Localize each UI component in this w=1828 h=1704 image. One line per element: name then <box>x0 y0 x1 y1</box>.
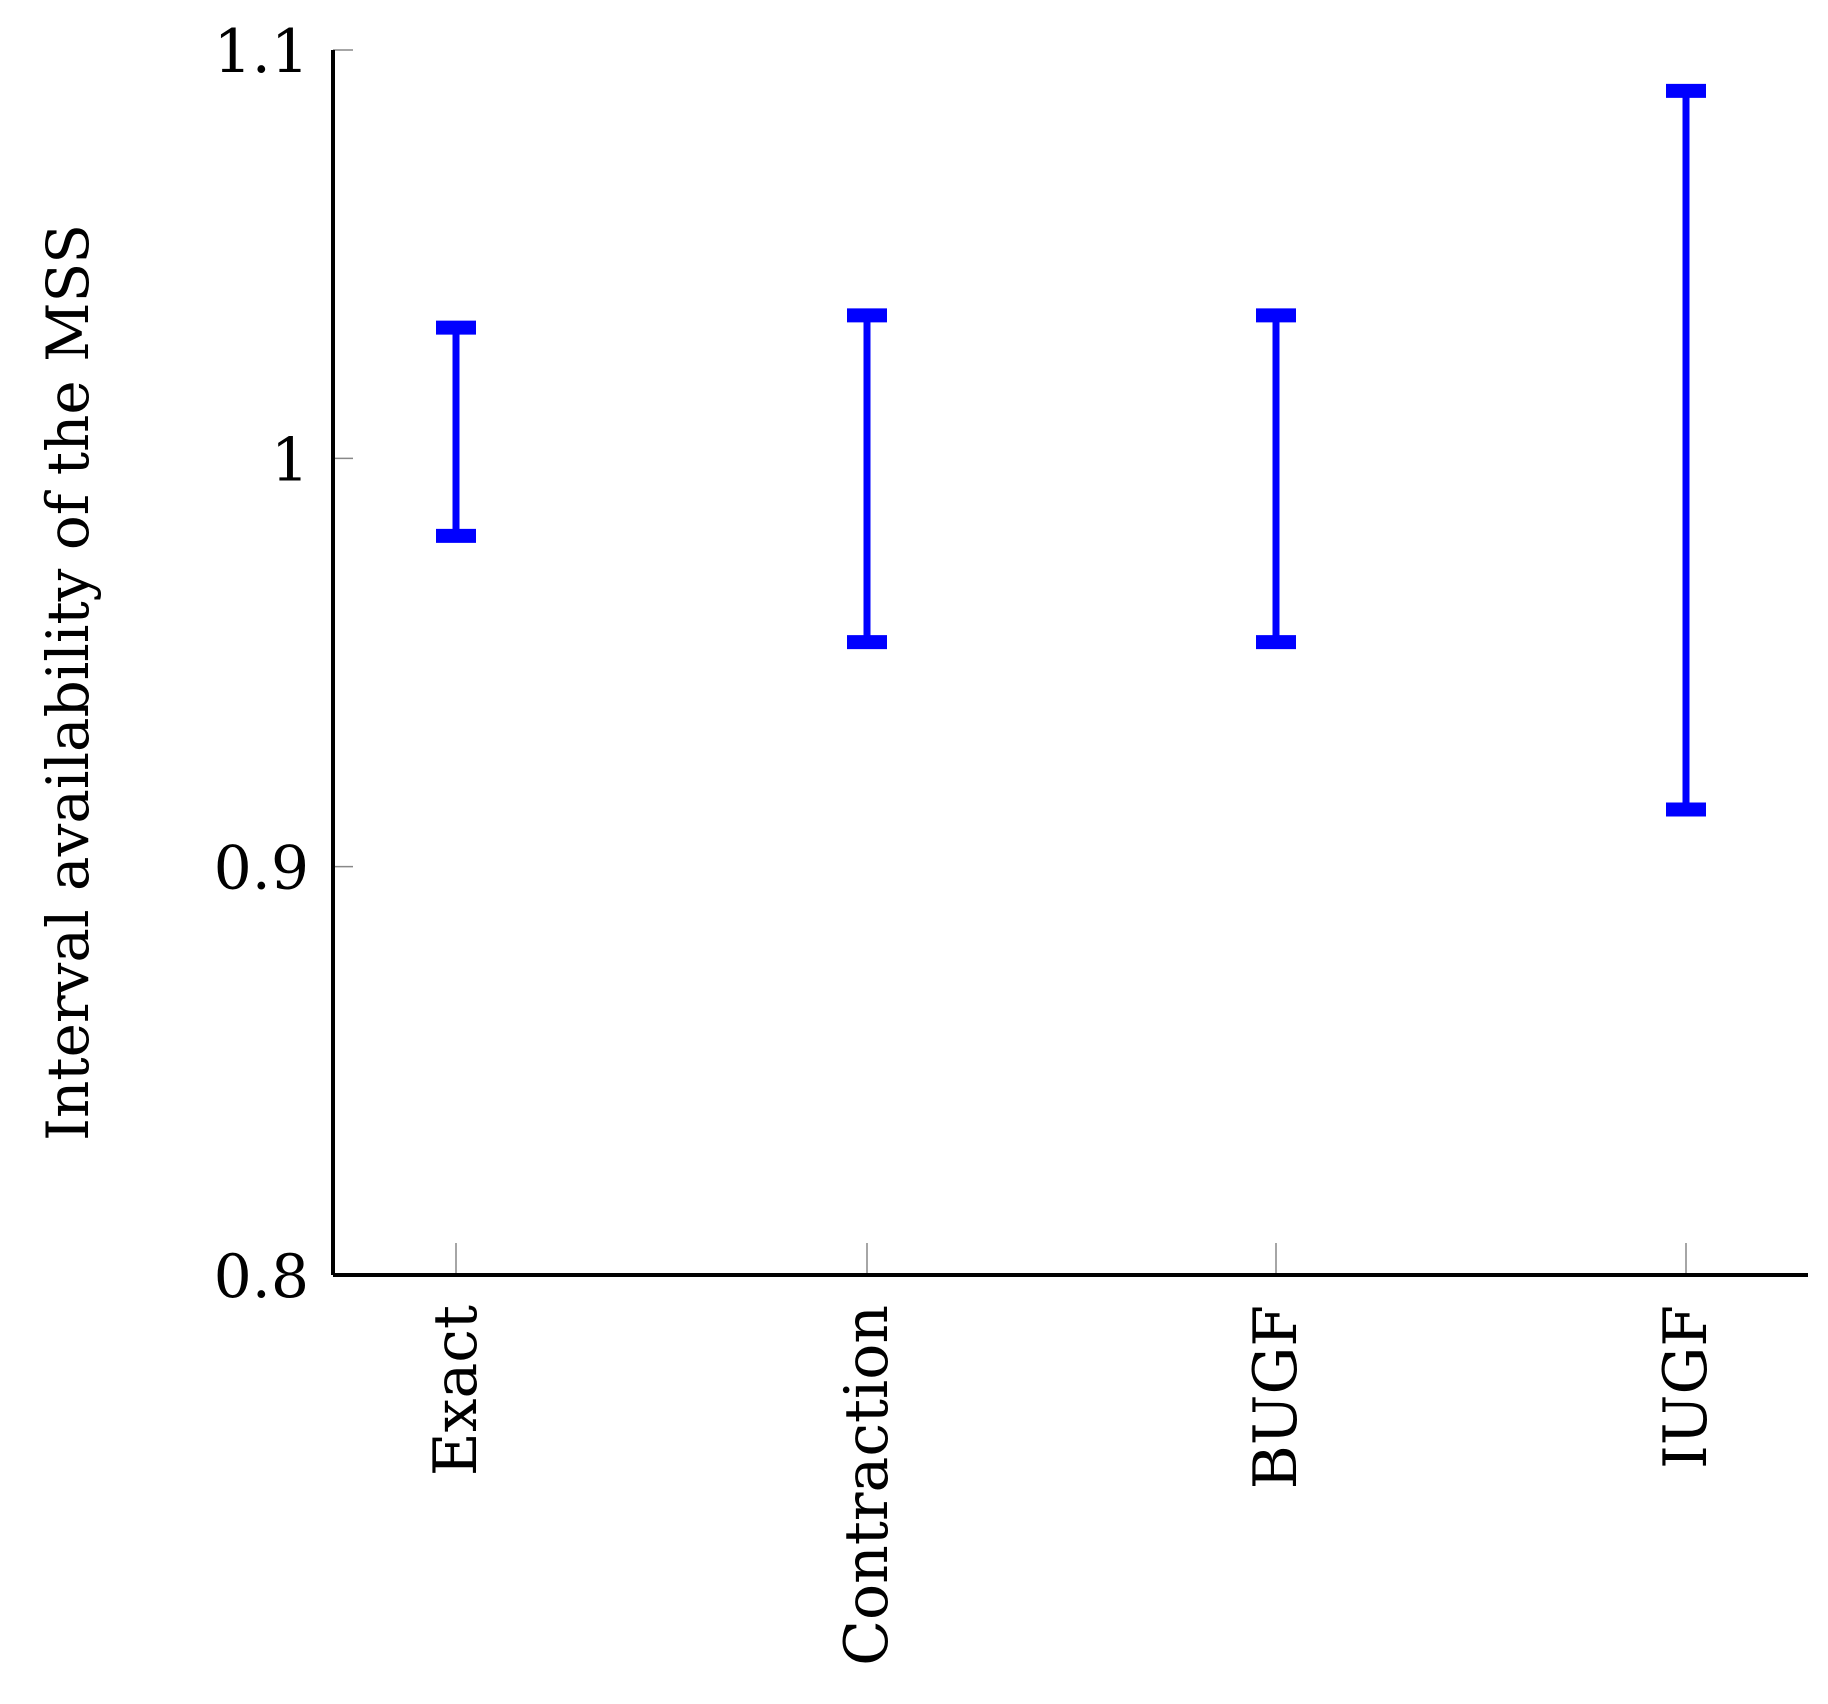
x-category-label: IUGF <box>1651 1305 1721 1469</box>
y-tick-label: 0.9 <box>214 834 309 904</box>
y-axis-ticks: 0.8 0.9 1 1.1 <box>214 17 353 1312</box>
x-category-label: Contraction <box>832 1305 902 1666</box>
y-axis-label: Interval availability of the MSS <box>34 224 102 1141</box>
interval-bar-iugf <box>1666 83 1706 817</box>
y-tick-label: 1 <box>271 425 309 495</box>
x-axis-ticks: Exact Contraction BUGF IUGF <box>421 1243 1721 1666</box>
x-category-label: Exact <box>421 1305 491 1476</box>
y-tick-label: 1.1 <box>214 17 309 87</box>
error-bars <box>436 83 1706 817</box>
interval-bar-contraction <box>847 308 887 650</box>
y-tick-label: 0.8 <box>214 1242 309 1312</box>
interval-bar-bugf <box>1256 308 1296 650</box>
interval-bar-exact <box>436 320 476 543</box>
x-category-label: BUGF <box>1241 1305 1311 1489</box>
